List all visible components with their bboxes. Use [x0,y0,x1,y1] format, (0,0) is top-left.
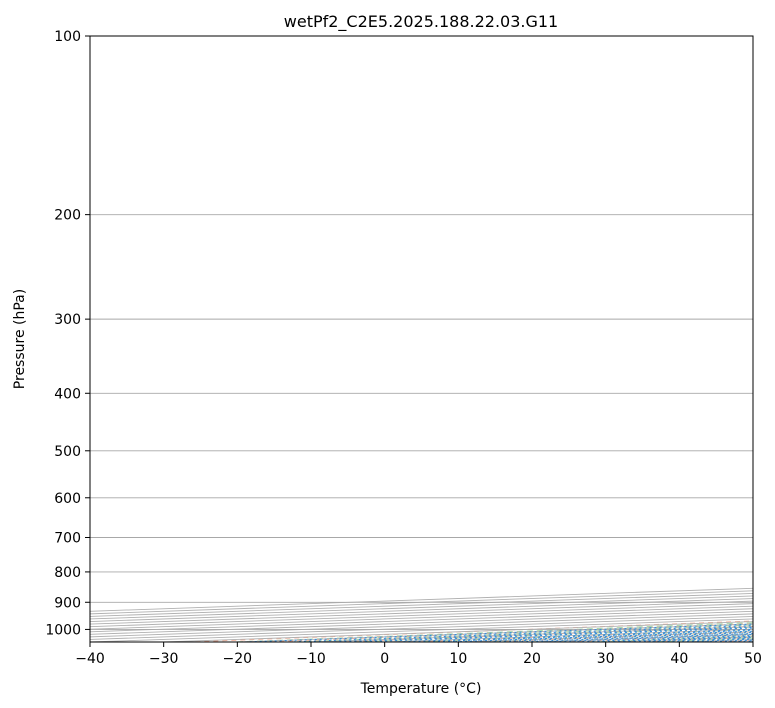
chart-title: wetPf2_C2E5.2025.188.22.03.G11 [284,12,558,32]
x-tick-label: −40 [75,651,105,667]
y-tick-label: 600 [54,491,81,507]
y-tick-label: 900 [54,595,81,611]
x-tick-label: −30 [149,651,179,667]
y-tick-label: 300 [54,312,81,328]
x-tick-label: 10 [449,651,467,667]
y-tick-label: 400 [54,386,81,402]
y-tick-label: 500 [54,444,81,460]
x-tick-label: 30 [597,651,615,667]
y-axis-ticks: 100 200 300 400 500 600 700 800 900 1000 [45,29,90,638]
y-tick-label: 200 [54,208,81,224]
x-tick-label: 0 [380,651,389,667]
y-tick-label: 700 [54,531,81,547]
y-tick-label: 800 [54,565,81,581]
y-tick-label: 100 [54,29,81,45]
x-tick-label: 50 [744,651,762,667]
x-tick-label: 20 [523,651,541,667]
x-axis-label: Temperature (°C) [360,681,482,697]
y-tick-label: 1000 [45,622,81,638]
x-tick-label: 40 [670,651,688,667]
background-grid [90,36,753,642]
plot-frame [89,35,754,643]
x-tick-label: −20 [223,651,253,667]
y-axis-label: Pressure (hPa) [12,289,28,389]
x-tick-label: −10 [296,651,326,667]
x-axis-ticks: −40 −30 −20 −10 0 10 20 30 40 50 [75,642,762,667]
